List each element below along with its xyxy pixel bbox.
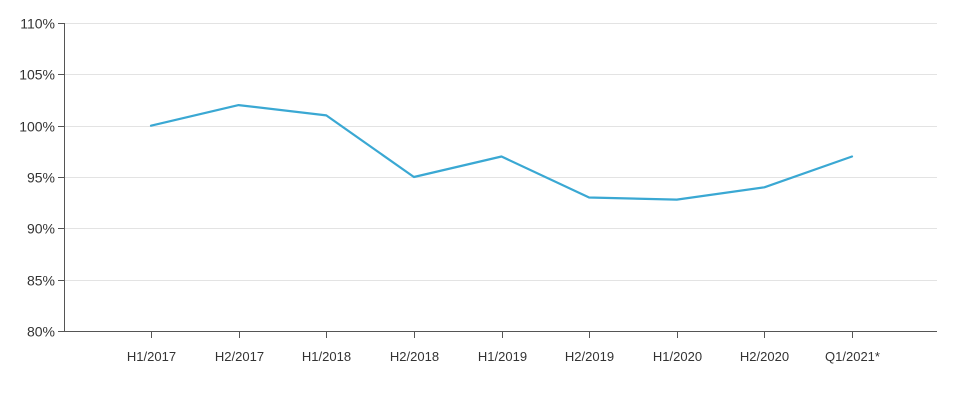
x-tick-label: H1/2020	[653, 349, 702, 364]
grid-layer	[64, 23, 937, 281]
x-tick-label: H2/2017	[215, 349, 264, 364]
series-line-0	[149, 103, 854, 201]
label-layer: 80% 85% 90% 95% 100% 105% 110% H1/2017 H2/2017 H1…	[19, 16, 880, 365]
y-tick-label: 85%	[27, 273, 55, 289]
x-tick-label: H1/2018	[302, 349, 351, 364]
x-tick-label: H2/2020	[740, 349, 789, 364]
y-tick-label: 95%	[27, 170, 55, 186]
axis-layer	[58, 23, 937, 338]
x-tick-label: Q1/2021*	[825, 349, 880, 364]
y-tick-label: 100%	[19, 119, 55, 135]
x-tick-label: H1/2017	[127, 349, 176, 364]
y-tick-label: 80%	[27, 324, 55, 340]
x-tick-label: H2/2018	[390, 349, 439, 364]
x-tick-label: H1/2019	[478, 349, 527, 364]
y-tick-label: 90%	[27, 221, 55, 237]
x-tick-label: H2/2019	[565, 349, 614, 364]
y-tick-label: 105%	[19, 67, 55, 83]
series-layer	[149, 103, 854, 201]
y-tick-label: 110%	[20, 16, 55, 32]
